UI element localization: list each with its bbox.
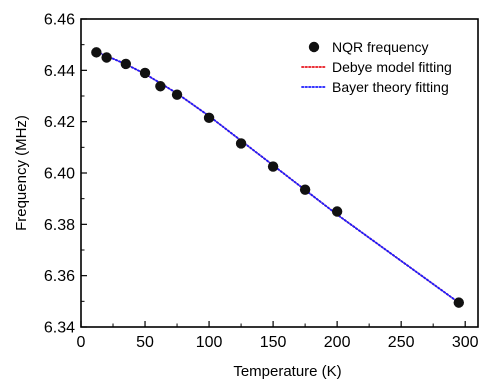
y-tick-label: 6.46	[44, 12, 75, 29]
x-tick-label: 300	[452, 334, 479, 351]
data-point	[299, 184, 311, 195]
data-point	[171, 89, 183, 100]
y-axis-label: Frequency (MHz)	[13, 115, 30, 231]
data-point	[331, 206, 343, 217]
legend-marker-swatch	[308, 41, 320, 53]
x-tick-label: 100	[196, 334, 223, 351]
x-tick-label: 150	[260, 334, 287, 351]
legend-entry-label: Bayer theory fitting	[332, 79, 449, 95]
y-tick-label: 6.38	[44, 217, 75, 234]
data-point	[139, 67, 151, 79]
data-point	[101, 52, 112, 63]
y-tick-label: 6.40	[44, 166, 75, 183]
y-tick-label: 6.34	[44, 320, 75, 337]
data-point	[155, 81, 166, 92]
data-point	[120, 58, 132, 70]
y-tick-label: 6.36	[44, 268, 75, 285]
data-points	[91, 47, 464, 308]
x-tick-label: 0	[77, 334, 86, 351]
legend-entry-label: Debye model fitting	[332, 59, 452, 75]
data-point	[453, 297, 464, 308]
data-point	[203, 112, 215, 124]
x-tick-label: 250	[388, 334, 415, 351]
data-point	[267, 161, 279, 172]
x-tick-label: 50	[136, 334, 154, 351]
legend: NQR frequency Debye model fitting Bayer th…	[301, 39, 452, 95]
x-axis-label: Temperature (K)	[233, 363, 341, 379]
data-point	[91, 47, 102, 58]
y-tick-label: 6.42	[44, 114, 75, 131]
tick-labels: 0 50 100 150 200 250 300 6.34 6.36 6.38 6.40 6.42 6.…	[44, 12, 479, 352]
x-tick-label: 200	[324, 334, 351, 351]
legend-entry-label: NQR frequency	[332, 39, 428, 55]
plot-frame	[80, 18, 479, 328]
y-tick-label: 6.44	[44, 63, 75, 80]
data-point	[235, 138, 247, 149]
